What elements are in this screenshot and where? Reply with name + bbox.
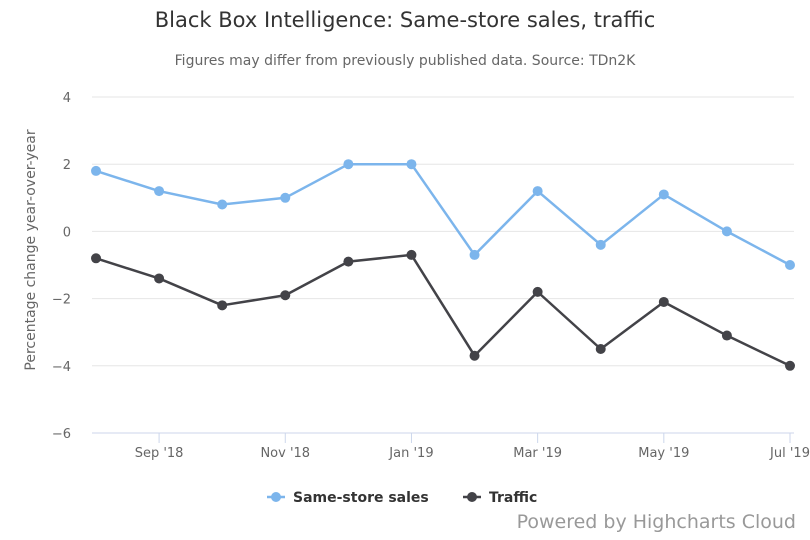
data-point[interactable]	[280, 192, 291, 203]
series-group	[91, 159, 795, 371]
data-point[interactable]	[532, 286, 543, 297]
data-point[interactable]	[658, 189, 669, 200]
data-point[interactable]	[785, 260, 795, 270]
legend: Same-store sales Traffic	[267, 490, 537, 506]
data-point[interactable]	[469, 350, 480, 361]
data-point[interactable]	[406, 249, 417, 260]
y-tick-label: −2	[52, 293, 71, 308]
series-line-0	[94, 162, 792, 267]
x-tick-label: Nov '18	[260, 446, 310, 461]
credits-link[interactable]: Powered by Highcharts Cloud	[516, 511, 796, 533]
legend-label: Same-store sales	[293, 490, 429, 506]
data-point[interactable]	[91, 253, 101, 264]
data-point[interactable]	[217, 199, 228, 210]
data-point[interactable]	[595, 344, 606, 354]
y-tick-label: −4	[52, 360, 71, 375]
data-point[interactable]	[154, 186, 165, 197]
data-point[interactable]	[280, 290, 291, 301]
legend-marker	[467, 492, 477, 502]
data-point[interactable]	[154, 273, 165, 284]
data-point[interactable]	[343, 256, 354, 267]
gridlines	[92, 96, 794, 434]
x-tick-label: May '19	[638, 446, 689, 461]
y-axis-label: Percentage change year-over-year	[23, 129, 39, 370]
data-point[interactable]	[406, 159, 417, 170]
x-tick-label: Sep '18	[135, 446, 184, 461]
legend-item-1[interactable]: Traffic	[463, 490, 537, 506]
y-tick-label: 2	[63, 158, 71, 173]
chart-title: Black Box Intelligence: Same-store sales…	[154, 8, 656, 32]
chart-subtitle: Figures may differ from previously publi…	[174, 53, 636, 69]
legend-label: Traffic	[489, 490, 537, 506]
legend-item-0[interactable]: Same-store sales	[267, 490, 429, 506]
data-point[interactable]	[91, 165, 101, 176]
y-tick-label: 0	[63, 225, 71, 240]
y-axis-ticks: 4 2 0 −2 −4 −6	[52, 91, 71, 442]
y-tick-label: 4	[63, 91, 71, 106]
x-axis: Sep '18 Nov '18 Jan '19 Mar '19 May '19 Jul '…	[92, 432, 810, 461]
data-point[interactable]	[343, 159, 354, 170]
x-tick-label: Jul '19	[769, 446, 810, 461]
data-point[interactable]	[658, 296, 669, 307]
series-line-1	[94, 253, 792, 368]
y-tick-label: −6	[52, 427, 71, 442]
data-point[interactable]	[721, 330, 732, 341]
data-point[interactable]	[469, 249, 480, 260]
data-point[interactable]	[595, 239, 606, 250]
data-point[interactable]	[217, 300, 228, 311]
data-point[interactable]	[532, 186, 543, 197]
x-tick-label: Mar '19	[513, 446, 562, 461]
data-point[interactable]	[785, 360, 795, 371]
x-tick-label: Jan '19	[388, 446, 433, 461]
legend-marker	[271, 492, 281, 502]
data-point[interactable]	[721, 226, 732, 237]
